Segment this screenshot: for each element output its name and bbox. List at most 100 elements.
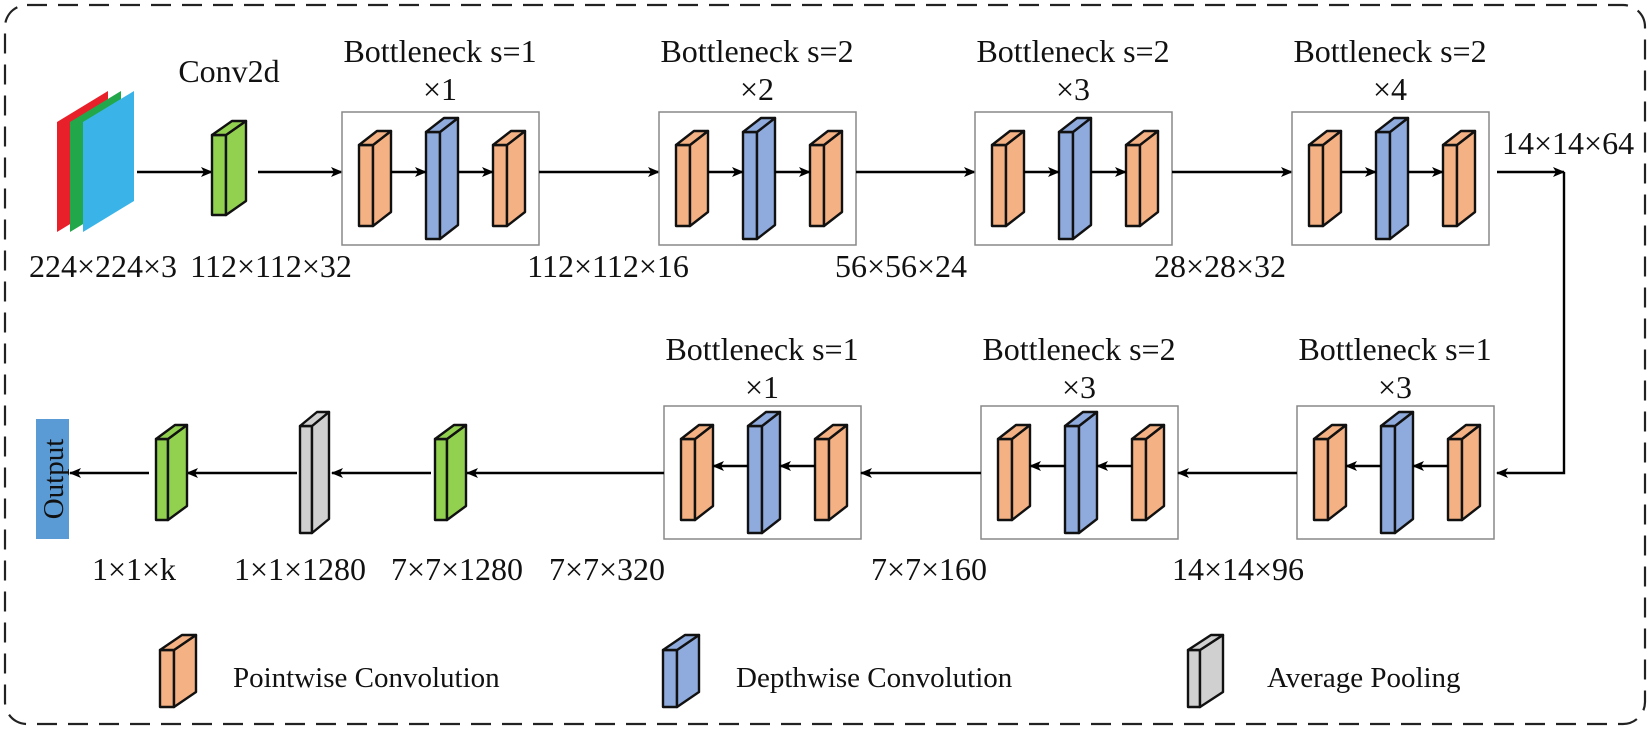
pointwise-conv-block: [491, 129, 527, 228]
output-label: Output: [38, 439, 70, 520]
pointwise-conv-block: [1130, 423, 1166, 522]
average-pooling-block-face: [310, 410, 331, 535]
fc-conv-block-face: [154, 437, 170, 522]
pointwise-conv-block-face: [808, 129, 844, 147]
pointwise-conv-block-face: [679, 437, 697, 522]
legend-label-depthwise: Depthwise Convolution: [736, 662, 1013, 694]
legend-icon-pooling-face: [1186, 633, 1225, 652]
depthwise-conv-block-face: [1374, 130, 1392, 241]
conv-1x1-block: [433, 423, 468, 522]
pointwise-conv-block-face: [1138, 129, 1160, 228]
conv-1x1-block-face: [445, 423, 468, 522]
pointwise-conv-block-face: [357, 129, 393, 147]
conv-1x1-block-face: [433, 437, 449, 522]
dashed-frame: [3, 3, 1647, 726]
dim-label: 1×1×k: [92, 551, 176, 587]
dim-label: 7×7×320: [549, 551, 665, 587]
bottleneck-box: [658, 111, 857, 246]
depthwise-conv-block-face: [1071, 116, 1093, 241]
depthwise-conv-block-face: [741, 130, 759, 241]
bottleneck-title: Bottleneck s=2: [976, 33, 1169, 69]
pointwise-conv-block-face: [674, 143, 692, 228]
pointwise-conv-block-face: [693, 423, 715, 522]
depthwise-conv-block-face: [746, 424, 764, 535]
pointwise-conv-block-face: [679, 423, 715, 441]
pointwise-conv-block: [679, 423, 715, 522]
depthwise-conv-block: [746, 410, 782, 535]
pointwise-conv-block: [808, 129, 844, 228]
conv2d-block-face: [210, 119, 248, 137]
pointwise-conv-block-face: [1130, 423, 1166, 441]
bottleneck-title: Bottleneck s=2: [1293, 33, 1486, 69]
conv2d-block: [210, 119, 248, 217]
pointwise-conv-block-face: [505, 129, 527, 228]
dim-label: 56×56×24: [835, 248, 967, 284]
input-plane-blue: [83, 91, 134, 232]
depthwise-conv-block-face: [760, 410, 782, 535]
pointwise-conv-block-face: [688, 129, 710, 228]
pointwise-conv-block: [1446, 423, 1482, 522]
pointwise-conv-block: [813, 423, 849, 522]
depthwise-conv-block: [1057, 116, 1093, 241]
legend-icon-depthwise-face: [661, 648, 679, 709]
dim-label: 112×112×16: [527, 248, 689, 284]
bottleneck-repeat: ×3: [1378, 369, 1412, 405]
depthwise-conv-block-face: [424, 116, 460, 134]
fc-conv-block-face: [154, 423, 189, 441]
legend-icon-depthwise-face: [661, 633, 701, 652]
pointwise-conv-block: [990, 129, 1026, 228]
bottleneck-title: Bottleneck s=2: [660, 33, 853, 69]
bottleneck-title: Bottleneck s=1: [1298, 331, 1491, 367]
pointwise-conv-block-face: [1307, 143, 1325, 228]
pointwise-conv-block-face: [1326, 423, 1348, 522]
pointwise-conv-block: [1441, 129, 1477, 228]
pointwise-conv-block-face: [1446, 437, 1464, 522]
depthwise-conv-block-face: [741, 116, 777, 134]
bottleneck-title: Bottleneck s=2: [982, 331, 1175, 367]
depthwise-conv-block-face: [755, 116, 777, 241]
depthwise-conv-block: [1374, 116, 1410, 241]
pointwise-conv-block-face: [1307, 129, 1343, 147]
pointwise-conv-block: [996, 423, 1032, 522]
pointwise-conv-block-face: [1312, 437, 1330, 522]
dim-label: 28×28×32: [1154, 248, 1286, 284]
pointwise-conv-block-face: [1130, 437, 1148, 522]
pointwise-conv-block: [1312, 423, 1348, 522]
pointwise-conv-block-face: [1460, 423, 1482, 522]
pointwise-conv-block-face: [1446, 423, 1482, 441]
arrow-turn: [1496, 172, 1566, 478]
conv2d-label: Conv2d: [178, 53, 279, 89]
pointwise-conv-block-face: [990, 143, 1008, 228]
depthwise-conv-block: [1379, 410, 1415, 535]
dim-label: 7×7×1280: [391, 551, 523, 587]
fc-conv-block: [154, 423, 189, 522]
bottleneck-box: [974, 111, 1173, 246]
pointwise-conv-block-face: [1441, 143, 1459, 228]
bottleneck-title: Bottleneck s=1: [665, 331, 858, 367]
depthwise-conv-block-face: [1057, 130, 1075, 241]
depthwise-conv-block-face: [1057, 116, 1093, 134]
pointwise-conv-block-face: [813, 437, 831, 522]
depthwise-conv-block-face: [1379, 424, 1397, 535]
conv2d-block-face: [210, 133, 228, 217]
depthwise-conv-block-face: [1063, 424, 1081, 535]
bottleneck-repeat: ×1: [423, 71, 457, 107]
fc-conv-block-face: [166, 423, 189, 522]
depthwise-conv-block-face: [1063, 410, 1099, 428]
legend-label-pooling: Average Pooling: [1267, 662, 1461, 694]
average-pooling-block: [298, 410, 331, 535]
depthwise-conv-block: [1063, 410, 1099, 535]
dim-label: 1×1×1280: [234, 551, 366, 587]
depthwise-conv-block-face: [1374, 116, 1410, 134]
bottleneck-title: Bottleneck s=1: [343, 33, 536, 69]
pointwise-conv-block-face: [1321, 129, 1343, 228]
pointwise-conv-block-face: [1455, 129, 1477, 228]
pointwise-conv-block-face: [996, 423, 1032, 441]
pointwise-conv-block: [357, 129, 393, 228]
pointwise-conv-block: [1124, 129, 1160, 228]
bottleneck-repeat: ×4: [1373, 71, 1407, 107]
bottleneck-repeat: ×3: [1056, 71, 1090, 107]
bottleneck-box: [1291, 111, 1490, 246]
pointwise-conv-block-face: [813, 423, 849, 441]
